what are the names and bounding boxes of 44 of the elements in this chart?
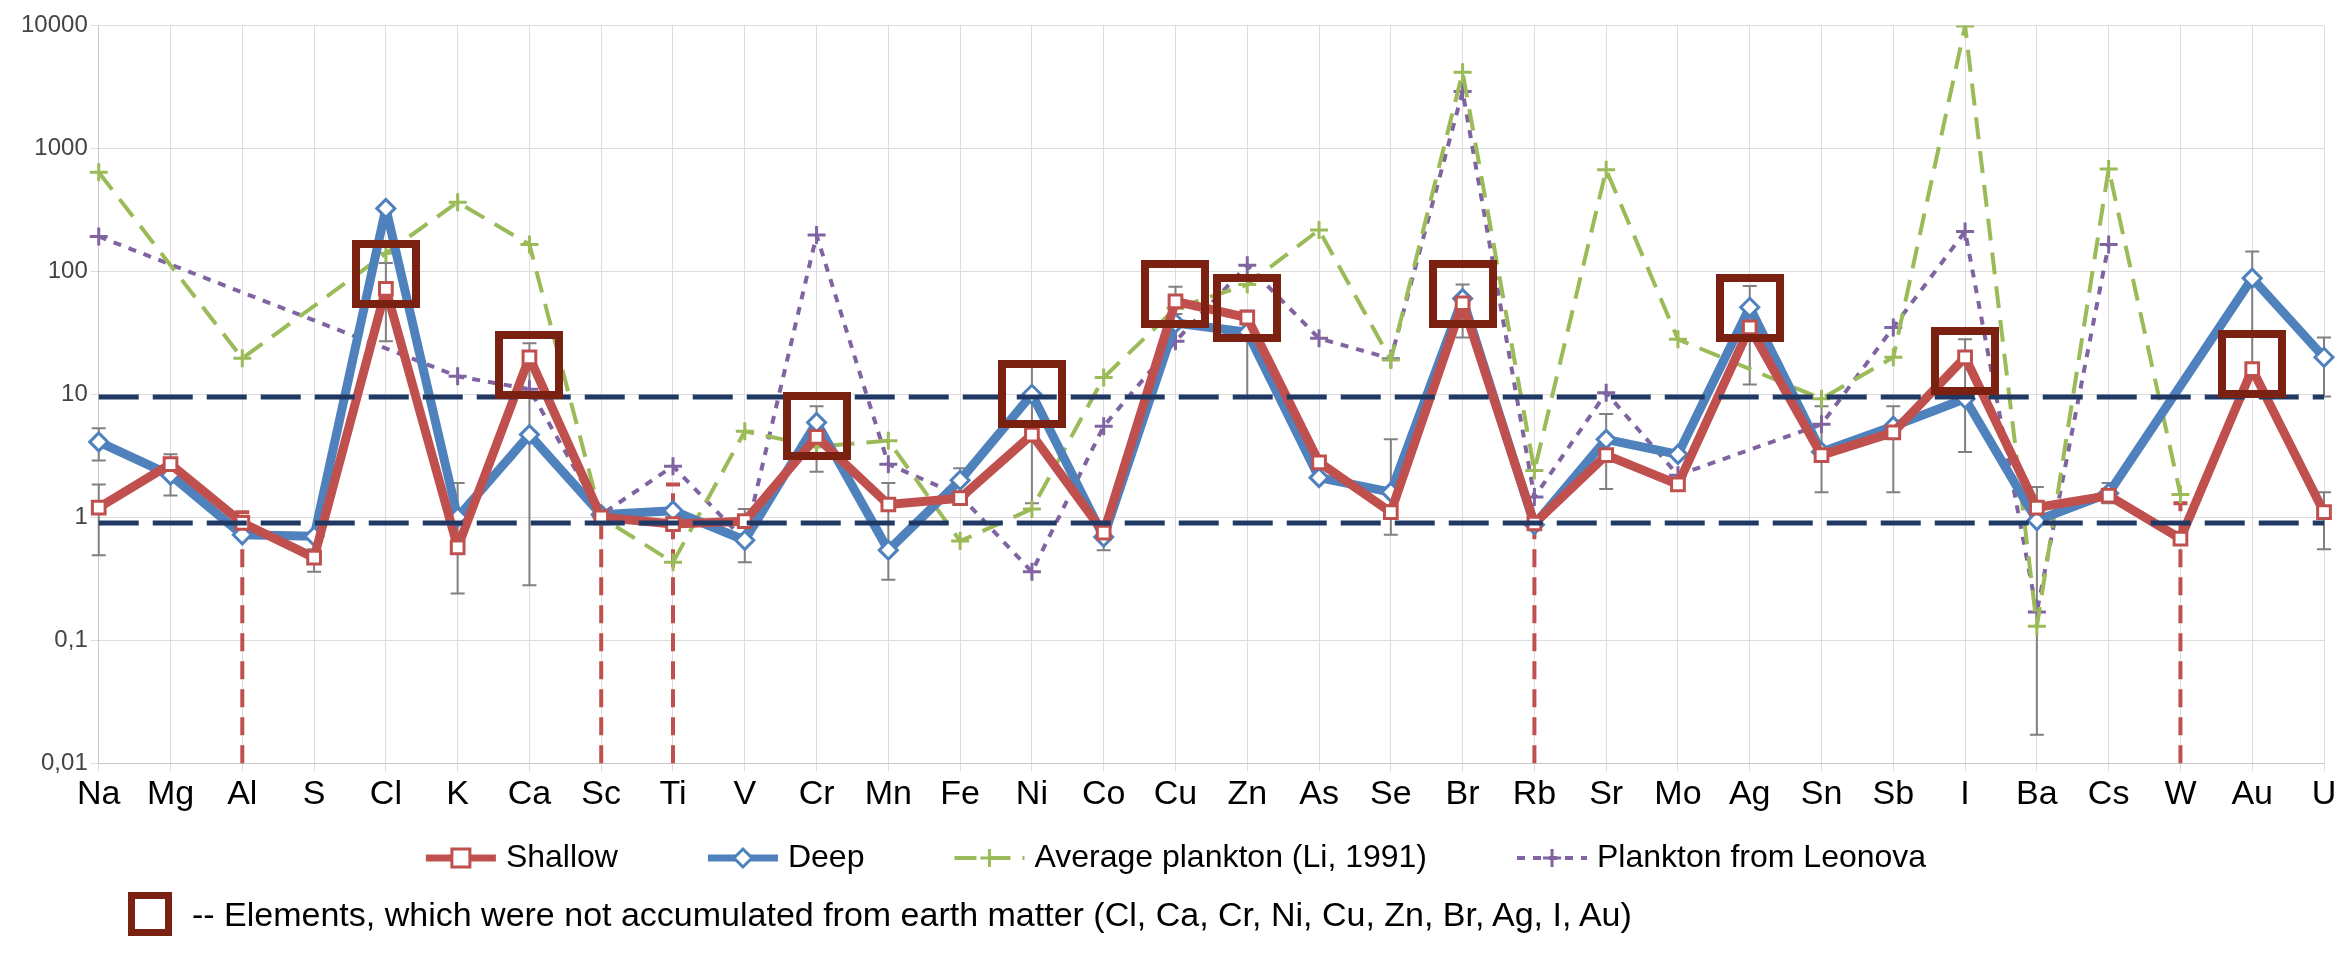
x-tick-label: K — [446, 772, 470, 811]
legend-label: Plankton from Leonova — [1597, 837, 1927, 874]
x-tick-label: Mo — [1654, 772, 1702, 811]
x-tick-label: Na — [77, 772, 121, 811]
y-tick-label: 100 — [47, 255, 88, 283]
x-tick-label: S — [302, 772, 326, 811]
x-tick-label: Sb — [1872, 772, 1915, 811]
text: -- Elements, which were not accumulated from earth matter (Cl, Ca, Cr, Ni, Cu, Zn, Br, Ag, I, Au) — [192, 894, 1632, 934]
x-tick-label: Mg — [146, 772, 195, 811]
x-tick-label: Cs — [2087, 772, 2130, 811]
x-tick-label: Ni — [1015, 772, 1048, 811]
x-tick-label: Rb — [1512, 772, 1557, 811]
x-tick-label: Sr — [1589, 772, 1624, 811]
x-tick-label: Se — [1370, 772, 1412, 811]
x-tick-label: I — [1960, 772, 1970, 811]
x-tick-label: Ba — [2016, 772, 2058, 811]
x-tick-label: Ca — [507, 772, 552, 811]
y-tick-label: 0,01 — [41, 747, 88, 775]
legend-label: Deep — [787, 837, 865, 874]
x-tick-label: Ti — [659, 772, 687, 811]
x-tick-label: V — [733, 772, 757, 811]
x-tick-label: Ag — [1728, 772, 1771, 811]
y-tick-label: 10000 — [20, 10, 88, 38]
x-tick-label: Zn — [1227, 772, 1268, 811]
x-tick-label: W — [2164, 772, 2197, 811]
x-tick-label: Cu — [1153, 772, 1198, 811]
x-tick-label: Cl — [369, 772, 402, 811]
x-tick-label: As — [1299, 772, 1339, 811]
x-tick-label: Co — [1081, 772, 1126, 811]
x-tick-label: Fe — [940, 772, 980, 811]
x-tick-label: Mn — [864, 772, 912, 811]
x-tick-label: Au — [2231, 772, 2274, 811]
y-tick-label: 1 — [74, 501, 88, 529]
legend-label: Average plankton (Li, 1991) — [1034, 837, 1428, 874]
x-tick-label: Al — [227, 772, 258, 811]
x-tick-label: U — [2311, 772, 2337, 811]
y-tick-label: 1000 — [34, 132, 88, 160]
legend-label: Shallow — [505, 837, 619, 874]
y-tick-label: 0,1 — [54, 624, 88, 652]
x-tick-label: Br — [1445, 772, 1480, 811]
x-tick-label: Sc — [581, 772, 622, 811]
x-tick-label: Sn — [1800, 772, 1843, 811]
y-tick-label: 10 — [61, 378, 88, 406]
x-tick-label: Cr — [798, 772, 835, 811]
